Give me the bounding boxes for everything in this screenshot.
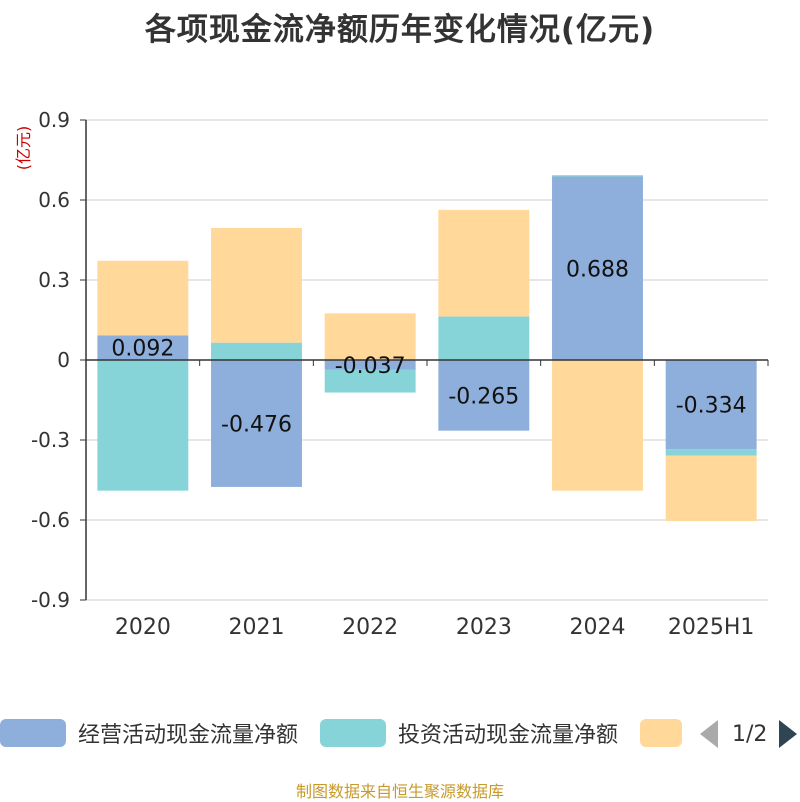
legend-next-arrow-icon[interactable] <box>779 720 798 748</box>
bar-2-2024 <box>552 360 643 491</box>
data-label: -0.037 <box>335 354 406 379</box>
data-label: -0.265 <box>448 384 519 409</box>
bar-1-2021 <box>211 342 302 360</box>
bar-0-2021 <box>211 360 302 487</box>
bar-0-2020 <box>97 335 189 360</box>
bar-1-2023 <box>438 316 530 360</box>
legend-prev-arrow-icon[interactable] <box>700 720 718 748</box>
y-tick-label: 0.3 <box>38 268 70 292</box>
legend-item-financing[interactable] <box>640 718 682 748</box>
legend-swatch-operating <box>0 719 66 747</box>
chart-plot: 0.9 0.6 0.3 0 -0.3 -0.6 -0.9 2020 2021 2022 2023 20… <box>31 108 769 640</box>
bar-2-2022 <box>324 313 416 360</box>
bar-0-2025H1 <box>665 360 757 450</box>
legend-item-investing[interactable]: 投资活动现金流量净额 <box>320 718 618 748</box>
y-tick-label: 0 <box>57 348 70 372</box>
data-label: -0.334 <box>676 394 747 419</box>
y-tick-label: 0.6 <box>38 188 70 212</box>
x-tick-label: 2025H1 <box>668 615 755 640</box>
x-tick-label: 2022 <box>342 615 398 640</box>
bar-0-2022 <box>324 360 416 370</box>
bar-1-2024 <box>552 175 643 177</box>
legend-pager: 1/2 <box>700 716 798 752</box>
bar-0-2024 <box>552 176 643 360</box>
legend-swatch-investing <box>320 719 386 747</box>
y-tick-label: 0.9 <box>38 108 70 132</box>
bar-1-2020 <box>97 360 189 491</box>
bar-0-2023 <box>438 360 530 431</box>
data-label: 0.688 <box>566 257 629 282</box>
y-tick-label: -0.9 <box>31 588 70 612</box>
legend-label-investing: 投资活动现金流量净额 <box>398 723 619 748</box>
data-label: 0.092 <box>111 337 174 362</box>
x-tick-label: 2021 <box>229 615 285 640</box>
y-tick-label: -0.6 <box>31 508 70 532</box>
x-tick-label: 2024 <box>570 615 626 640</box>
legend-swatch-financing <box>640 719 682 747</box>
bar-2-2023 <box>438 209 530 317</box>
bar-2-2025H1 <box>665 455 757 522</box>
chart-title: 各项现金流净额历年变化情况(亿元) <box>144 12 656 48</box>
bar-2-2021 <box>211 228 302 343</box>
legend-item-operating[interactable]: 经营活动现金流量净额 <box>0 718 298 748</box>
x-tick-label: 2020 <box>115 615 171 640</box>
data-label: -0.476 <box>221 412 292 437</box>
legend: 经营活动现金流量净额 投资活动现金流量净额 1/2 <box>0 712 800 756</box>
legend-page-indicator: 1/2 <box>732 721 768 747</box>
x-tick-label: 2023 <box>456 615 512 640</box>
data-source-note: 制图数据来自恒生聚源数据库 <box>295 782 504 801</box>
bar-2-2020 <box>97 260 189 336</box>
y-tick-label: -0.3 <box>31 428 70 452</box>
bar-1-2025H1 <box>665 449 757 456</box>
legend-label-operating: 经营活动现金流量净额 <box>78 723 299 748</box>
bar-1-2022 <box>324 369 416 393</box>
